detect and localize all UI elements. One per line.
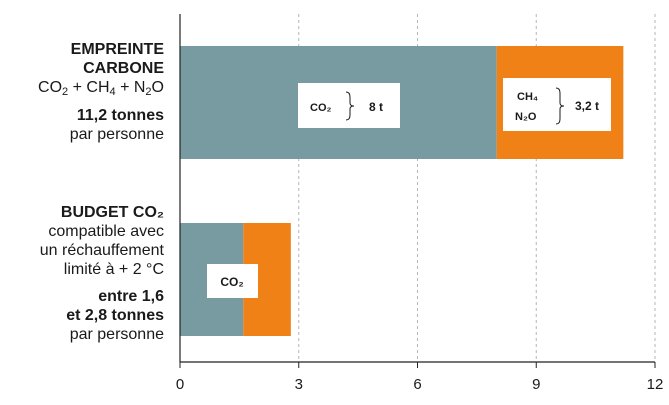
- callout-co2-gas: CO₂: [310, 102, 332, 114]
- tick-label-6: 6: [413, 376, 421, 393]
- row2-title: BUDGET CO₂: [60, 204, 164, 221]
- row2-desc1: compatible avec: [48, 223, 164, 240]
- callout-ch4-brace: [555, 87, 565, 125]
- callouts: CO₂ 8 t CH₄ N₂O 3,2 t CO₂: [207, 78, 611, 298]
- callout-budget-co2-box: [207, 264, 258, 298]
- row2-desc3: limité à + 2 °C: [63, 261, 164, 278]
- callout-budget-co2-gas: CO₂: [220, 275, 243, 289]
- row2-amount2: et 2,8 tonnes: [66, 307, 164, 324]
- x-axis: 0 3 6 9 12: [176, 14, 664, 393]
- tick-label-9: 9: [532, 376, 540, 393]
- tick-label-0: 0: [176, 376, 184, 393]
- row1-label: EMPREINTE CARBONE CO2 + CH4 + N2O 11,2 t…: [38, 40, 164, 144]
- callout-n2o-gas: N₂O: [515, 111, 537, 123]
- row1-title-line2: CARBONE: [83, 60, 164, 77]
- row1-title-line1: EMPREINTE: [70, 41, 164, 58]
- row1-per: par personne: [69, 126, 164, 143]
- callout-ch4-box: [503, 78, 611, 131]
- tick-label-3: 3: [295, 376, 303, 393]
- row2-per: par personne: [69, 326, 164, 343]
- row2-amount1: entre 1,6: [98, 288, 164, 305]
- callout-ch4-amount: 3,2 t: [575, 99, 599, 113]
- row2-label: BUDGET CO₂ compatible avec un réchauffem…: [40, 203, 164, 344]
- callout-co2-brace: [345, 91, 355, 121]
- row2-desc2: un réchauffement: [39, 242, 164, 259]
- callout-ch4-gas: CH₄: [517, 91, 538, 103]
- gridlines: [298, 14, 656, 362]
- callout-co2-box: [298, 83, 400, 128]
- callout-co2-amount: 8 t: [369, 100, 383, 114]
- tick-label-12: 12: [647, 376, 664, 393]
- row1-amount: 11,2 tonnes: [76, 107, 164, 124]
- row1-gases: CO2 + CH4 + N2O: [38, 79, 164, 98]
